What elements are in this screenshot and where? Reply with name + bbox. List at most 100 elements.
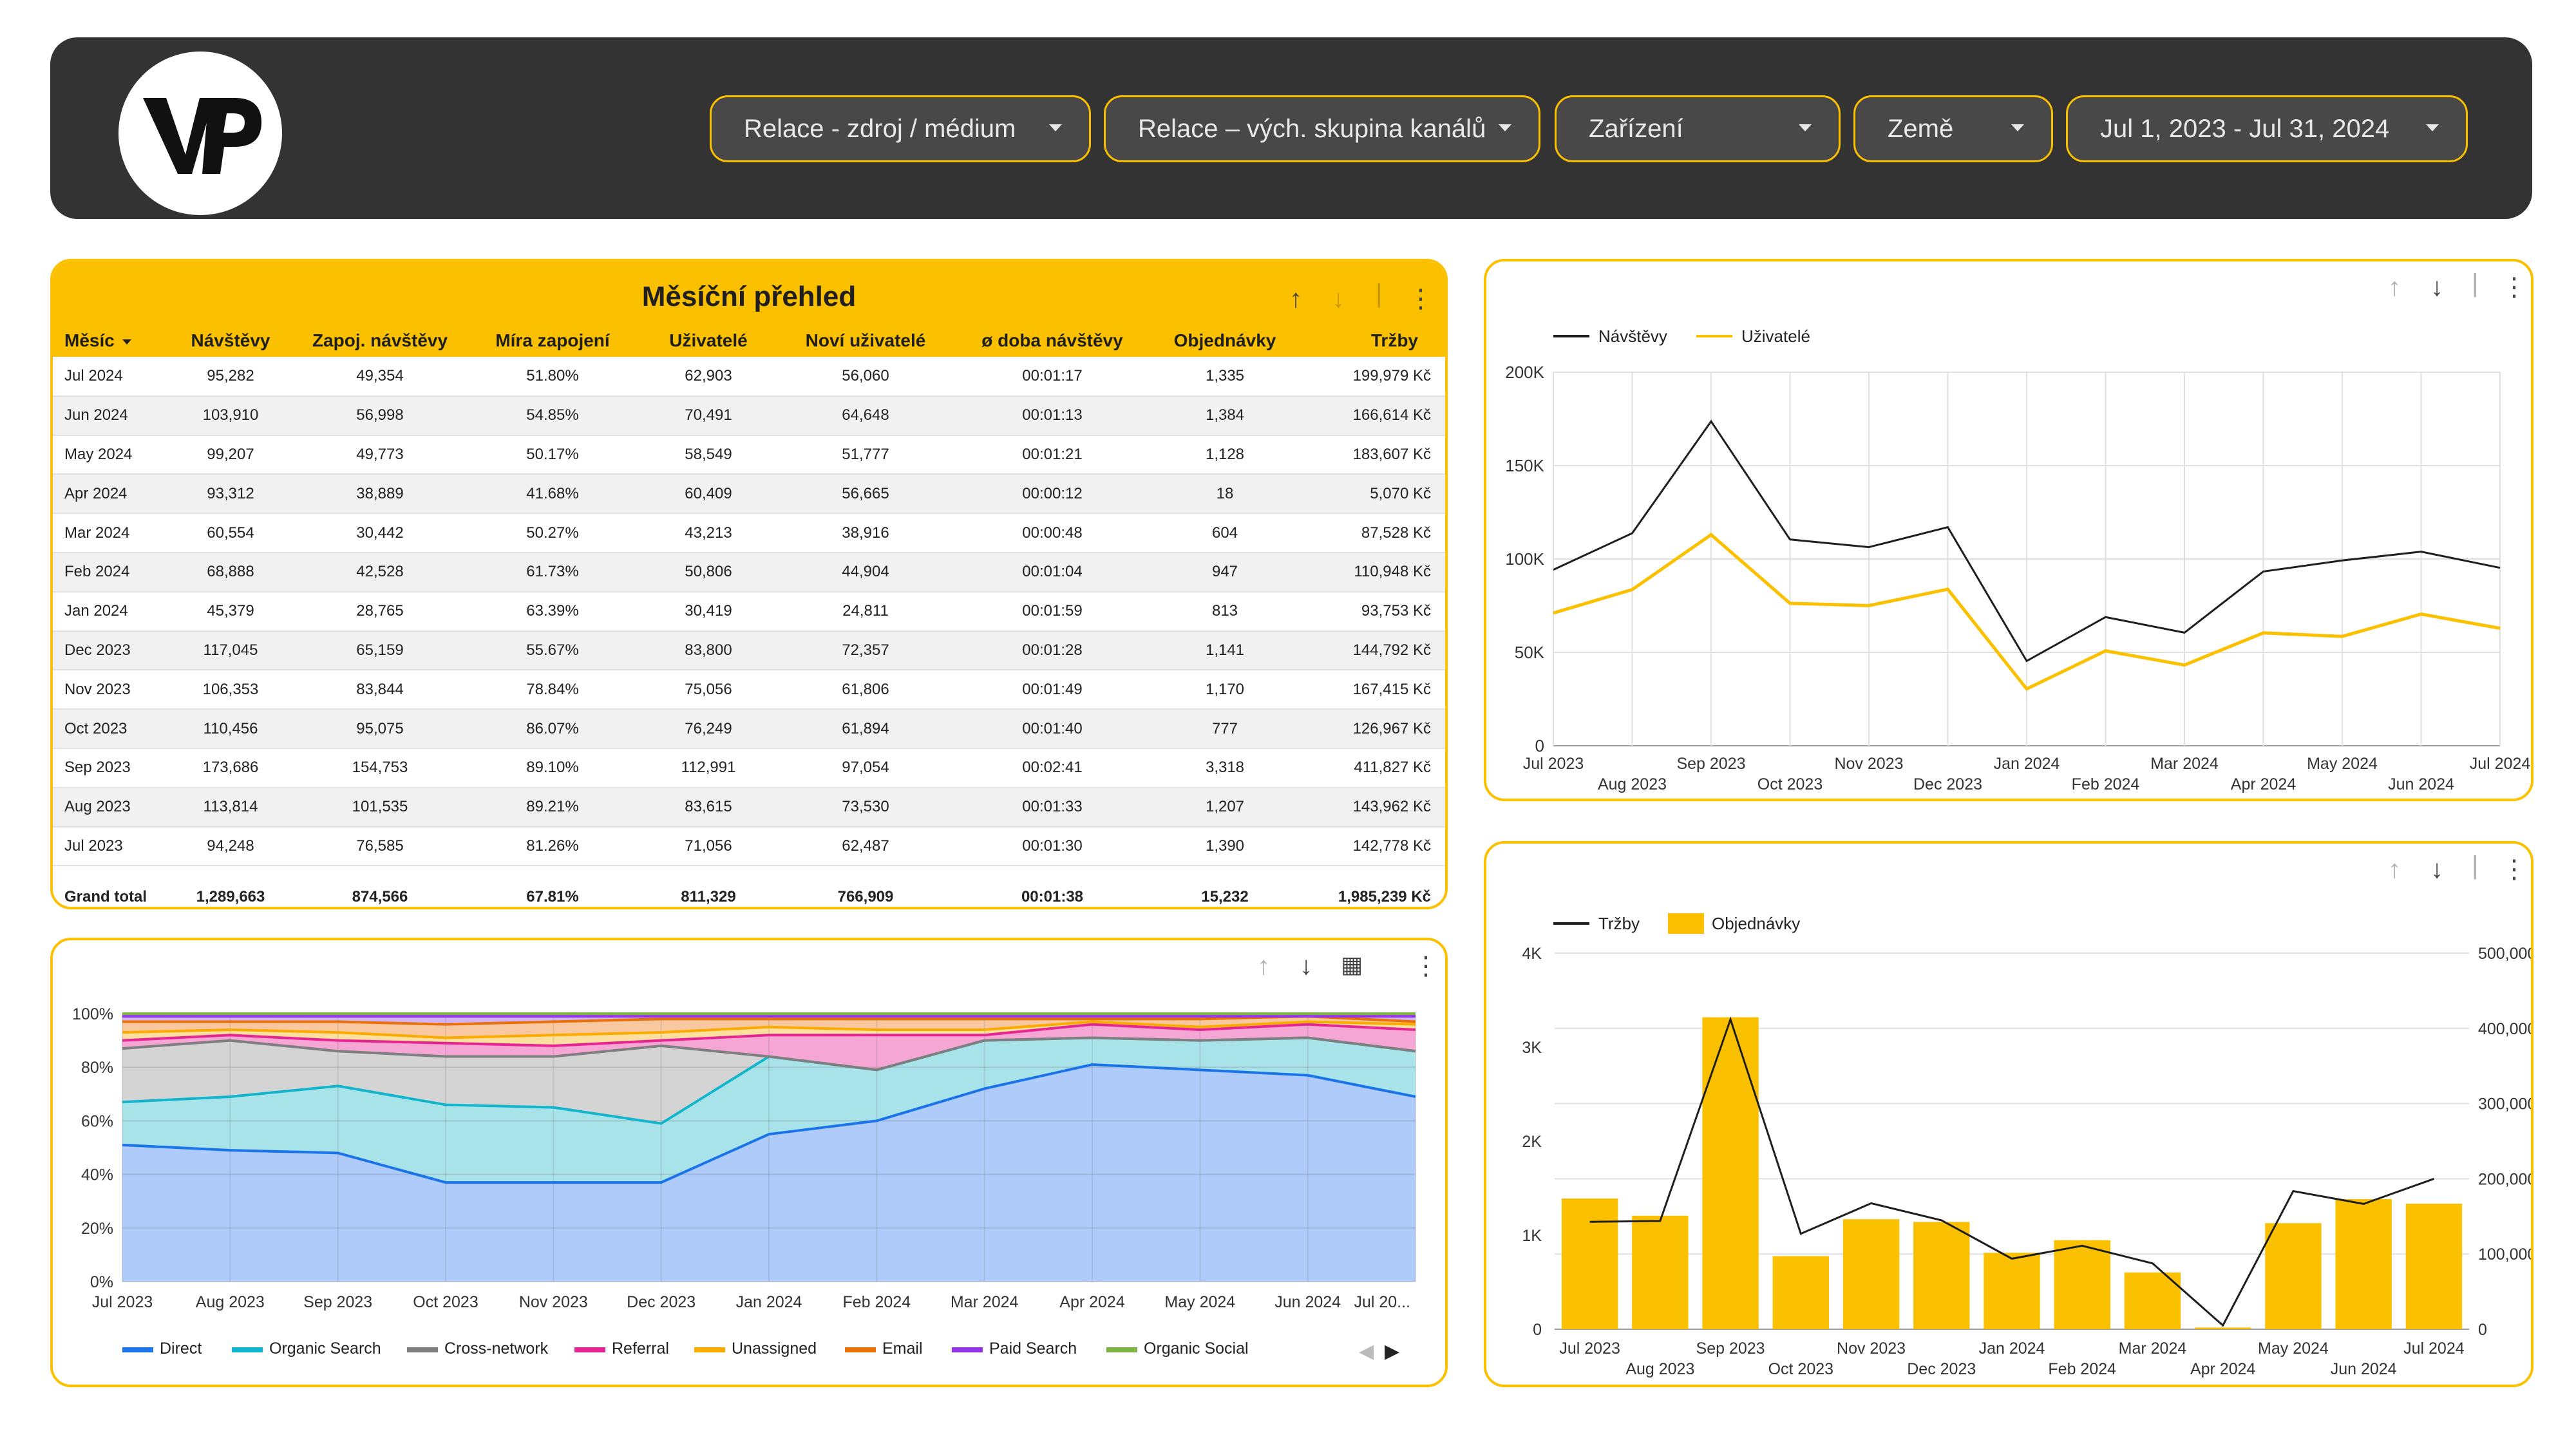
divider: | xyxy=(2472,269,2479,298)
sort-desc-icon[interactable] xyxy=(122,339,131,345)
series-line xyxy=(122,1036,1416,1072)
legend-swatch xyxy=(122,1347,153,1352)
x-tick-label: Feb 2024 xyxy=(2072,775,2140,793)
arrow-down-icon[interactable]: ↓ xyxy=(1300,952,1312,980)
total-cell: 15,232 xyxy=(1201,887,1249,905)
table-cell: 54.85% xyxy=(465,395,640,436)
table-cell: 117,045 xyxy=(166,630,295,671)
column-header[interactable]: Měsíc xyxy=(53,325,166,357)
x-tick-label: Jan 2024 xyxy=(1994,755,2060,773)
table-body: Jul 2024 95,282 49,354 51.80% 62,903 56,060 00… xyxy=(53,357,1445,867)
x-tick-label: Aug 2023 xyxy=(196,1293,265,1311)
table-cell: 110,948 Kč xyxy=(1300,552,1445,592)
table-cell: 126,967 Kč xyxy=(1300,709,1445,749)
y-right-tick-label: 0 xyxy=(2478,1321,2487,1339)
x-tick-label: Feb 2024 xyxy=(843,1293,911,1311)
table-cell: 813 xyxy=(1150,591,1300,632)
table-row[interactable]: Nov 2023 106,353 83,844 78.84% 75,056 61,806 0… xyxy=(53,670,1445,710)
table-row[interactable]: May 2024 99,207 49,773 50.17% 58,549 51,777 00… xyxy=(53,435,1445,475)
arrow-down-icon[interactable]: ↓ xyxy=(2430,855,2443,884)
more-vert-icon[interactable]: ⋮ xyxy=(2501,855,2527,884)
legend-swatch xyxy=(845,1347,876,1352)
logo xyxy=(118,52,282,215)
y-tick-label: 0 xyxy=(1535,736,1544,755)
column-header[interactable]: Míra zapojení xyxy=(465,325,640,357)
table-row[interactable]: Dec 2023 117,045 65,159 55.67% 83,800 72,357 0… xyxy=(53,630,1445,671)
table-cell: 49,773 xyxy=(295,435,465,475)
table-row[interactable]: Aug 2023 113,814 101,535 89.21% 83,615 73,530… xyxy=(53,787,1445,828)
table-title: Měsíční přehled xyxy=(641,281,857,312)
table-cell: 51.80% xyxy=(465,357,640,397)
filter-device[interactable]: Zařízení xyxy=(1555,95,1841,162)
x-tick-label: Jul 2023 xyxy=(92,1293,153,1311)
arrow-up-icon[interactable]: ↑ xyxy=(1257,952,1270,980)
date-range-picker[interactable]: Jul 1, 2023 - Jul 31, 2024 xyxy=(2066,95,2468,162)
x-tick-label: Nov 2023 xyxy=(1834,755,1903,773)
x-tick-label: Feb 2024 xyxy=(2048,1360,2116,1378)
column-header-label: Objednávky xyxy=(1173,330,1276,350)
arrow-up-icon[interactable]: ↑ xyxy=(2388,855,2401,884)
table-cell: 78.84% xyxy=(465,670,640,710)
monthly-overview-panel: Měsíční přehled ↑ ↓ | ⋮ Měsíc Návštěvy Zap… xyxy=(50,259,1448,909)
legend-label: Referral xyxy=(612,1340,669,1358)
table-cell: 70,491 xyxy=(640,395,777,436)
total-cell: 67.81% xyxy=(526,887,579,905)
arrow-up-icon[interactable]: ↑ xyxy=(2388,273,2401,301)
table-row[interactable]: Apr 2024 93,312 38,889 41.68% 60,409 56,665 00… xyxy=(53,474,1445,515)
table-row[interactable]: Jun 2024 103,910 56,998 54.85% 70,491 64,648 0… xyxy=(53,395,1445,436)
table-row[interactable]: Jul 2024 95,282 49,354 51.80% 62,903 56,060 00… xyxy=(53,357,1445,397)
more-vert-icon[interactable]: ⋮ xyxy=(1408,285,1434,313)
table-row[interactable]: Mar 2024 60,554 30,442 50.27% 43,213 38,916 00… xyxy=(53,513,1445,553)
bar xyxy=(1561,1198,1618,1329)
table-row[interactable]: Oct 2023 110,456 95,075 86.07% 76,249 61,894 0… xyxy=(53,709,1445,749)
table-cell: 1,384 xyxy=(1150,395,1300,436)
table-cell: 3,318 xyxy=(1150,748,1300,788)
table-cell: 83,844 xyxy=(295,670,465,710)
dropdown-caret-icon xyxy=(1499,124,1511,131)
column-header[interactable]: Uživatelé xyxy=(640,325,777,357)
more-vert-icon[interactable]: ⋮ xyxy=(1413,952,1439,980)
table-row[interactable]: Jan 2024 45,379 28,765 63.39% 30,419 24,811 00… xyxy=(53,591,1445,632)
table-cell: 60,554 xyxy=(166,513,295,553)
bar xyxy=(1702,1017,1759,1329)
date-range-label: Jul 1, 2023 - Jul 31, 2024 xyxy=(2100,115,2390,143)
arrow-down-icon[interactable]: ↓ xyxy=(2430,273,2443,301)
table-row[interactable]: Jul 2023 94,248 76,585 81.26% 71,056 62,487 00… xyxy=(53,826,1445,867)
legend-page-prev-icon[interactable]: ◀ xyxy=(1359,1341,1374,1362)
table-cell: 94,248 xyxy=(166,826,295,867)
column-header[interactable]: ø doba návštěvy xyxy=(954,325,1150,357)
table-cell: Dec 2023 xyxy=(53,630,166,671)
column-header[interactable]: Zapoj. návštěvy xyxy=(295,325,465,357)
column-header-label: Tržby xyxy=(1370,330,1418,350)
column-header[interactable]: Návštěvy xyxy=(166,325,295,357)
total-cell: 766,909 xyxy=(837,887,894,905)
table-cell: 86.07% xyxy=(465,709,640,749)
legend-label: Organic Search xyxy=(269,1340,381,1358)
column-header[interactable]: Objednávky xyxy=(1150,325,1300,357)
legend-page-next-icon[interactable]: ▶ xyxy=(1385,1341,1399,1362)
table-cell: 56,998 xyxy=(295,395,465,436)
table-cell: Jul 2024 xyxy=(53,357,166,397)
arrow-up-icon[interactable]: ↑ xyxy=(1289,285,1302,313)
column-header[interactable]: Tržby xyxy=(1300,325,1445,357)
series-line xyxy=(1589,1016,2434,1327)
table-row[interactable]: Sep 2023 173,686 154,753 89.10% 112,991 97,05… xyxy=(53,748,1445,788)
filter-country[interactable]: Země xyxy=(1853,95,2053,162)
column-header[interactable]: Noví uživatelé xyxy=(777,325,954,357)
vp-logo-icon xyxy=(143,98,261,174)
explore-chart-icon[interactable]: ▦ xyxy=(1341,951,1363,978)
table-cell: 166,614 Kč xyxy=(1300,395,1445,436)
table-cell: Jan 2024 xyxy=(53,591,166,632)
filter-source-medium[interactable]: Relace - zdroj / médium xyxy=(710,95,1091,162)
column-header-label: Měsíc xyxy=(64,330,115,350)
table-cell: 56,665 xyxy=(777,474,954,515)
area-band xyxy=(122,1037,1416,1124)
table-cell: 41.68% xyxy=(465,474,640,515)
arrow-down-icon[interactable]: ↓ xyxy=(1332,285,1345,313)
x-tick-label: Apr 2024 xyxy=(2231,775,2297,793)
total-cell: Grand total xyxy=(64,887,147,905)
table-cell: 71,056 xyxy=(640,826,777,867)
table-row[interactable]: Feb 2024 68,888 42,528 61.73% 50,806 44,904 00… xyxy=(53,552,1445,592)
filter-channel-group[interactable]: Relace – vých. skupina kanálů xyxy=(1104,95,1540,162)
more-vert-icon[interactable]: ⋮ xyxy=(2501,273,2527,301)
